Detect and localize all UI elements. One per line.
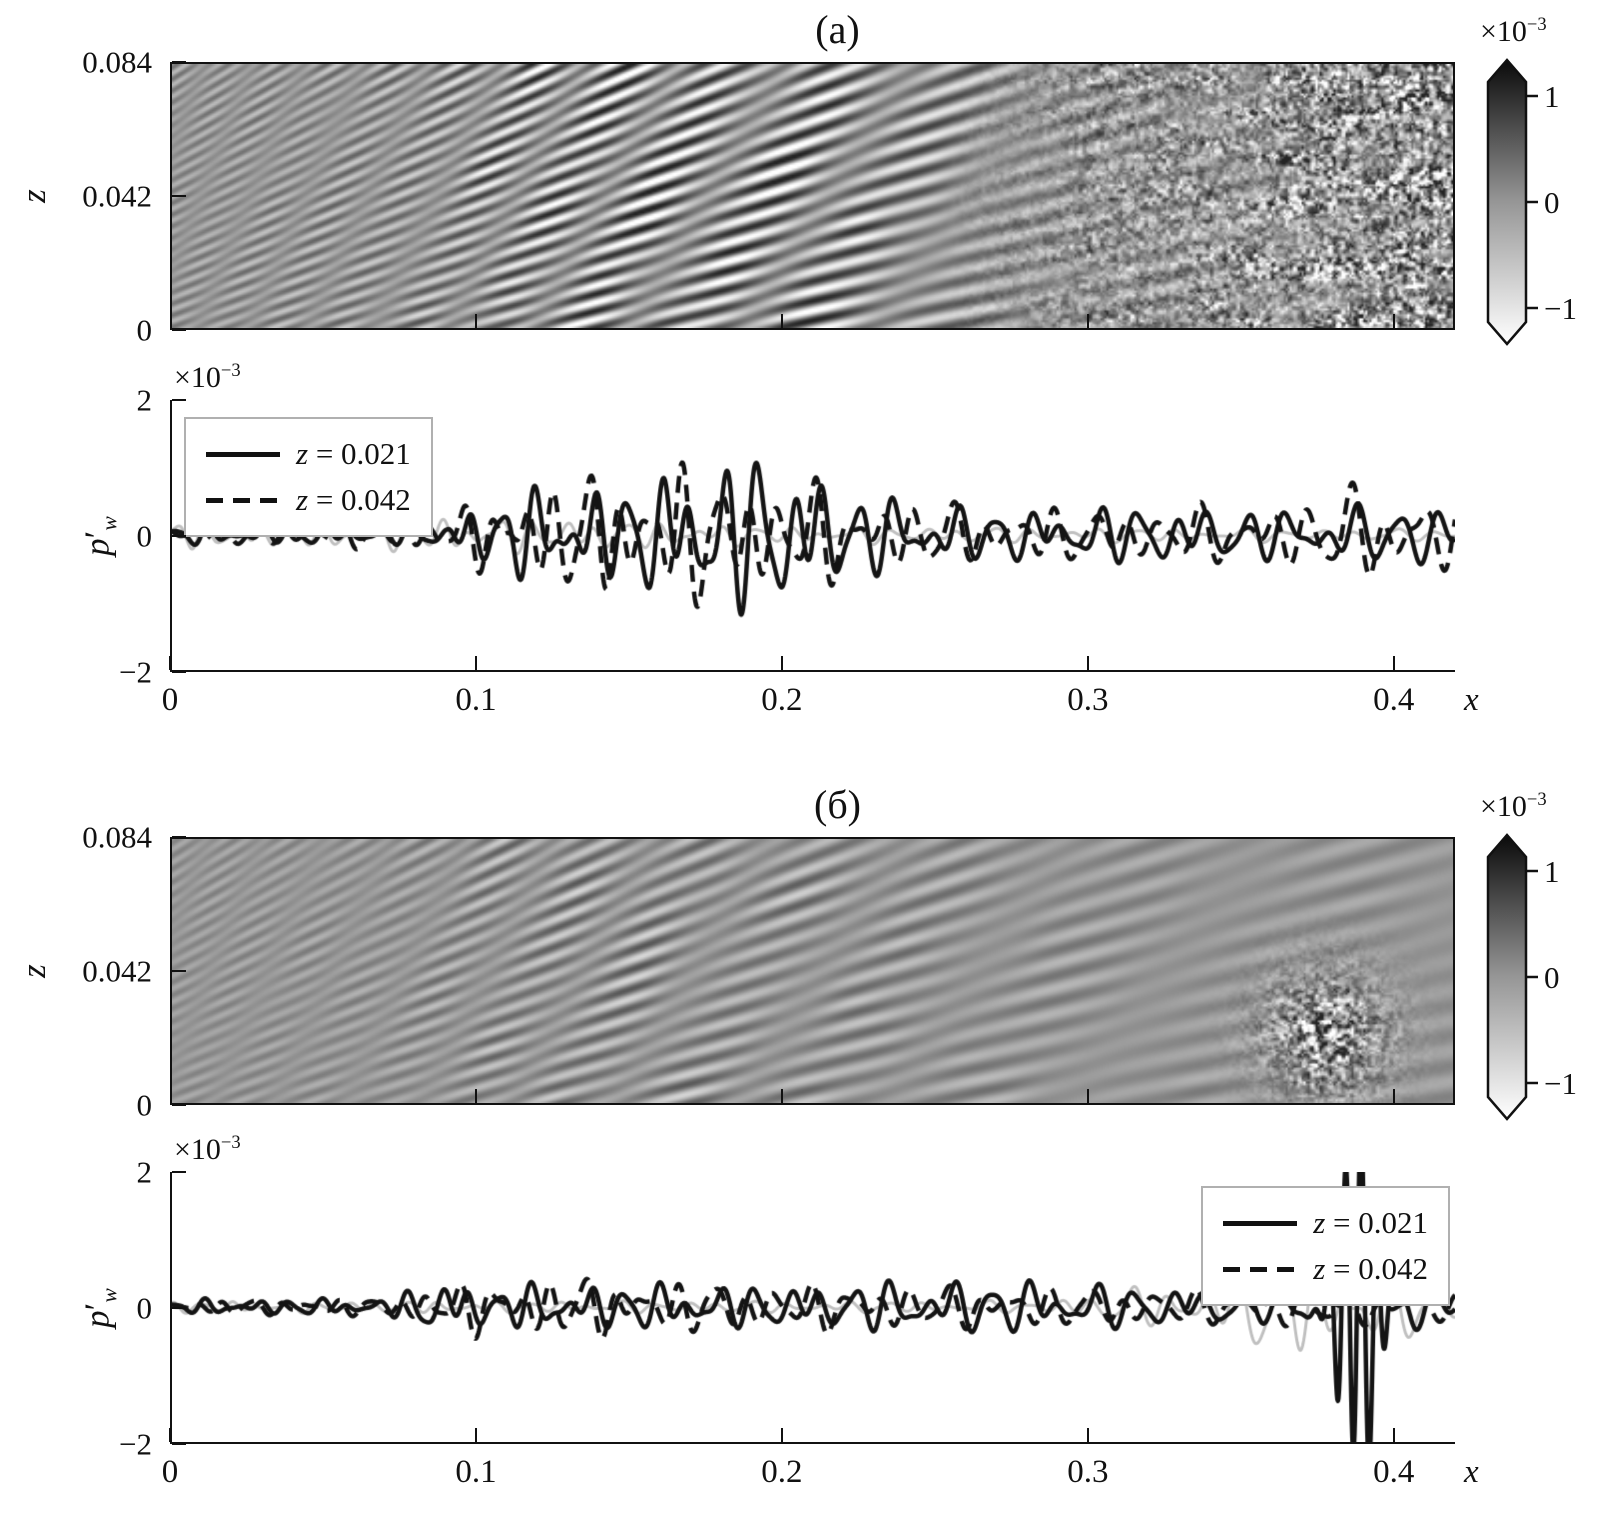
line-ytick-mark bbox=[172, 398, 186, 402]
legend-entry: z = 0.042 bbox=[1223, 1246, 1428, 1292]
line-xtick-mark bbox=[474, 656, 478, 670]
colorbar-tick-label: −1 bbox=[1544, 291, 1577, 326]
legend-entry: z = 0.042 bbox=[206, 477, 411, 523]
panel-b-title: (б) bbox=[814, 782, 861, 827]
legend-line-dashed bbox=[206, 497, 280, 503]
line-ytick-label: 0 bbox=[136, 1290, 153, 1326]
field-ytick-label: 0.084 bbox=[82, 44, 152, 80]
panel-a-heatmap-canvas bbox=[172, 64, 1453, 328]
field-xtick-mark bbox=[474, 1089, 478, 1103]
panel-a-legend: z = 0.021 z = 0.042 bbox=[184, 417, 433, 537]
line-xtick-label: 0.3 bbox=[1067, 682, 1109, 718]
legend-line-solid bbox=[1223, 1220, 1298, 1226]
colorbar-tick-label: 1 bbox=[1544, 79, 1560, 114]
line-xtick-mark bbox=[168, 1428, 172, 1442]
legend-label: z = 0.042 bbox=[296, 482, 411, 517]
line-xtick-mark bbox=[1086, 656, 1090, 670]
panel-b-heatmap bbox=[170, 837, 1455, 1105]
line-ytick-label: −2 bbox=[119, 654, 152, 690]
line-ytick-label: 2 bbox=[136, 1154, 153, 1190]
field-ytick-label: 0.042 bbox=[82, 953, 152, 989]
colorbar-tick-label: −1 bbox=[1544, 1066, 1577, 1101]
line-xtick-mark bbox=[780, 656, 784, 670]
legend-entry: z = 0.021 bbox=[1223, 1200, 1428, 1246]
line-xtick-label: 0.1 bbox=[455, 1454, 497, 1490]
line-ytick-mark bbox=[172, 1306, 186, 1310]
line-ytick-label: 2 bbox=[136, 382, 153, 418]
panel-a-xlabel: x bbox=[1464, 682, 1479, 718]
line-ytick-mark bbox=[172, 1442, 186, 1446]
line-ytick-label: −2 bbox=[119, 1426, 152, 1462]
field-xtick-mark bbox=[474, 314, 478, 328]
line-xtick-label: 0.1 bbox=[455, 682, 497, 718]
field-ytick-mark bbox=[172, 835, 186, 839]
field-ytick-mark bbox=[172, 1103, 186, 1107]
field-xtick-mark bbox=[780, 314, 784, 328]
legend-label: z = 0.021 bbox=[296, 436, 411, 471]
line-xtick-label: 0.3 bbox=[1067, 1454, 1109, 1490]
line-xtick-label: 0.2 bbox=[761, 1454, 803, 1490]
field-ytick-mark bbox=[172, 60, 186, 64]
colorbar-tick-label: 0 bbox=[1544, 960, 1560, 995]
legend-line-dashed bbox=[1223, 1266, 1298, 1272]
field-ytick-label: 0 bbox=[136, 1087, 153, 1123]
field-ytick-mark bbox=[172, 328, 186, 332]
panel-a-heatmap bbox=[170, 62, 1455, 330]
field-xtick-mark bbox=[1086, 1089, 1090, 1103]
field-ytick-label: 0.042 bbox=[82, 178, 152, 214]
legend-entry: z = 0.021 bbox=[206, 431, 411, 477]
panel-b-heatmap-canvas bbox=[172, 839, 1453, 1103]
panel-b-colorbar: 1 0 −1 bbox=[1486, 833, 1577, 1121]
line-xtick-label: 0.2 bbox=[761, 682, 803, 718]
panel-a-colorbar-scale: ×10−3 bbox=[1480, 14, 1547, 48]
field-ytick-mark bbox=[172, 969, 186, 973]
field-xtick-mark bbox=[1392, 314, 1396, 328]
panel-b-xlabel: x bbox=[1464, 1454, 1479, 1490]
field-xtick-mark bbox=[1392, 1089, 1396, 1103]
legend-line-solid bbox=[206, 451, 280, 457]
line-xtick-label: 0.4 bbox=[1373, 1454, 1415, 1490]
panel-b-colorbar-scale: ×10−3 bbox=[1480, 789, 1547, 823]
line-xtick-mark bbox=[1086, 1428, 1090, 1442]
legend-label: z = 0.021 bbox=[1313, 1205, 1428, 1240]
panel-a-lineplot-scale: ×10−3 bbox=[174, 360, 241, 394]
line-xtick-mark bbox=[780, 1428, 784, 1442]
panel-b-lineplot-scale: ×10−3 bbox=[174, 1132, 241, 1166]
panel-a-title: (а) bbox=[815, 7, 860, 52]
line-xtick-mark bbox=[1392, 656, 1396, 670]
colorbar-bar bbox=[1486, 58, 1528, 346]
line-ytick-mark bbox=[172, 1170, 186, 1174]
line-xtick-label: 0.4 bbox=[1373, 682, 1415, 718]
line-ytick-mark bbox=[172, 534, 186, 538]
colorbar-tick-label: 0 bbox=[1544, 185, 1560, 220]
line-xtick-mark bbox=[168, 656, 172, 670]
field-ytick-label: 0.084 bbox=[82, 819, 152, 855]
field-xtick-mark bbox=[780, 1089, 784, 1103]
field-ytick-mark bbox=[172, 194, 186, 198]
colorbar-tick-label: 1 bbox=[1544, 854, 1560, 889]
line-xtick-mark bbox=[1392, 1428, 1396, 1442]
field-ytick-label: 0 bbox=[136, 312, 153, 348]
line-xtick-label: 0 bbox=[161, 682, 179, 718]
line-xtick-label: 0 bbox=[161, 1454, 179, 1490]
panel-a-colorbar: 1 0 −1 bbox=[1486, 58, 1577, 346]
line-ytick-label: 0 bbox=[136, 518, 153, 554]
line-xtick-mark bbox=[474, 1428, 478, 1442]
panel-b-legend: z = 0.021 z = 0.042 bbox=[1201, 1186, 1450, 1306]
legend-label: z = 0.042 bbox=[1313, 1251, 1428, 1286]
line-ytick-mark bbox=[172, 670, 186, 674]
field-xtick-mark bbox=[1086, 314, 1090, 328]
colorbar-bar bbox=[1486, 833, 1528, 1121]
